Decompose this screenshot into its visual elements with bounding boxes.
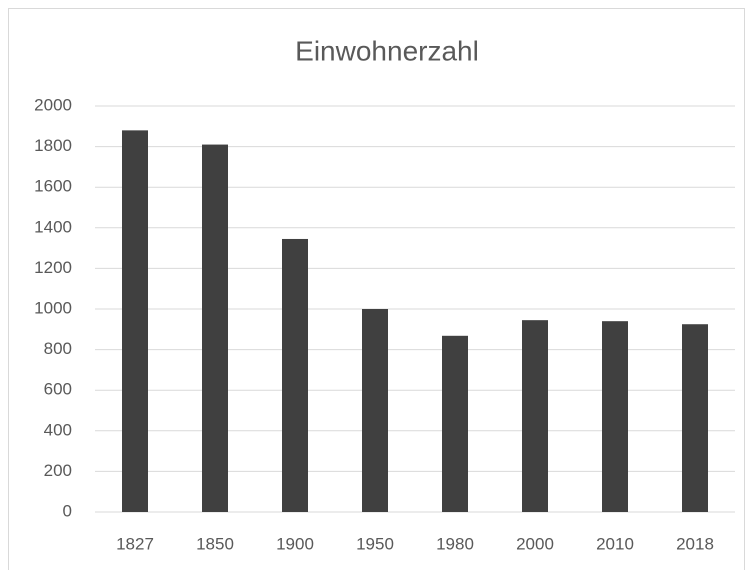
y-tick-label: 1400 bbox=[34, 217, 72, 236]
x-tick-label: 1950 bbox=[356, 534, 394, 553]
bar bbox=[442, 335, 468, 512]
x-tick-label: 2000 bbox=[516, 534, 554, 553]
y-tick-label: 2000 bbox=[34, 95, 72, 114]
bar bbox=[682, 324, 708, 512]
y-tick-label: 0 bbox=[63, 501, 72, 520]
y-tick-label: 1600 bbox=[34, 177, 72, 196]
x-tick-label: 2018 bbox=[676, 534, 714, 553]
y-tick-label: 600 bbox=[44, 380, 72, 399]
y-tick-label: 200 bbox=[44, 461, 72, 480]
y-tick-label: 1000 bbox=[34, 298, 72, 317]
x-tick-label: 1850 bbox=[196, 534, 234, 553]
bar bbox=[522, 320, 548, 512]
bar bbox=[362, 309, 388, 512]
chart-title: Einwohnerzahl bbox=[295, 35, 479, 66]
x-tick-label: 1827 bbox=[116, 534, 154, 553]
bar bbox=[602, 321, 628, 512]
y-tick-label: 800 bbox=[44, 339, 72, 358]
bar bbox=[122, 130, 148, 513]
y-tick-label: 1800 bbox=[34, 136, 72, 155]
bar bbox=[202, 144, 228, 512]
x-tick-label: 1900 bbox=[276, 534, 314, 553]
x-tick-label: 2010 bbox=[596, 534, 634, 553]
y-tick-label: 400 bbox=[44, 420, 72, 439]
y-tick-label: 1200 bbox=[34, 258, 72, 277]
bar bbox=[282, 238, 308, 512]
x-tick-label: 1980 bbox=[436, 534, 474, 553]
